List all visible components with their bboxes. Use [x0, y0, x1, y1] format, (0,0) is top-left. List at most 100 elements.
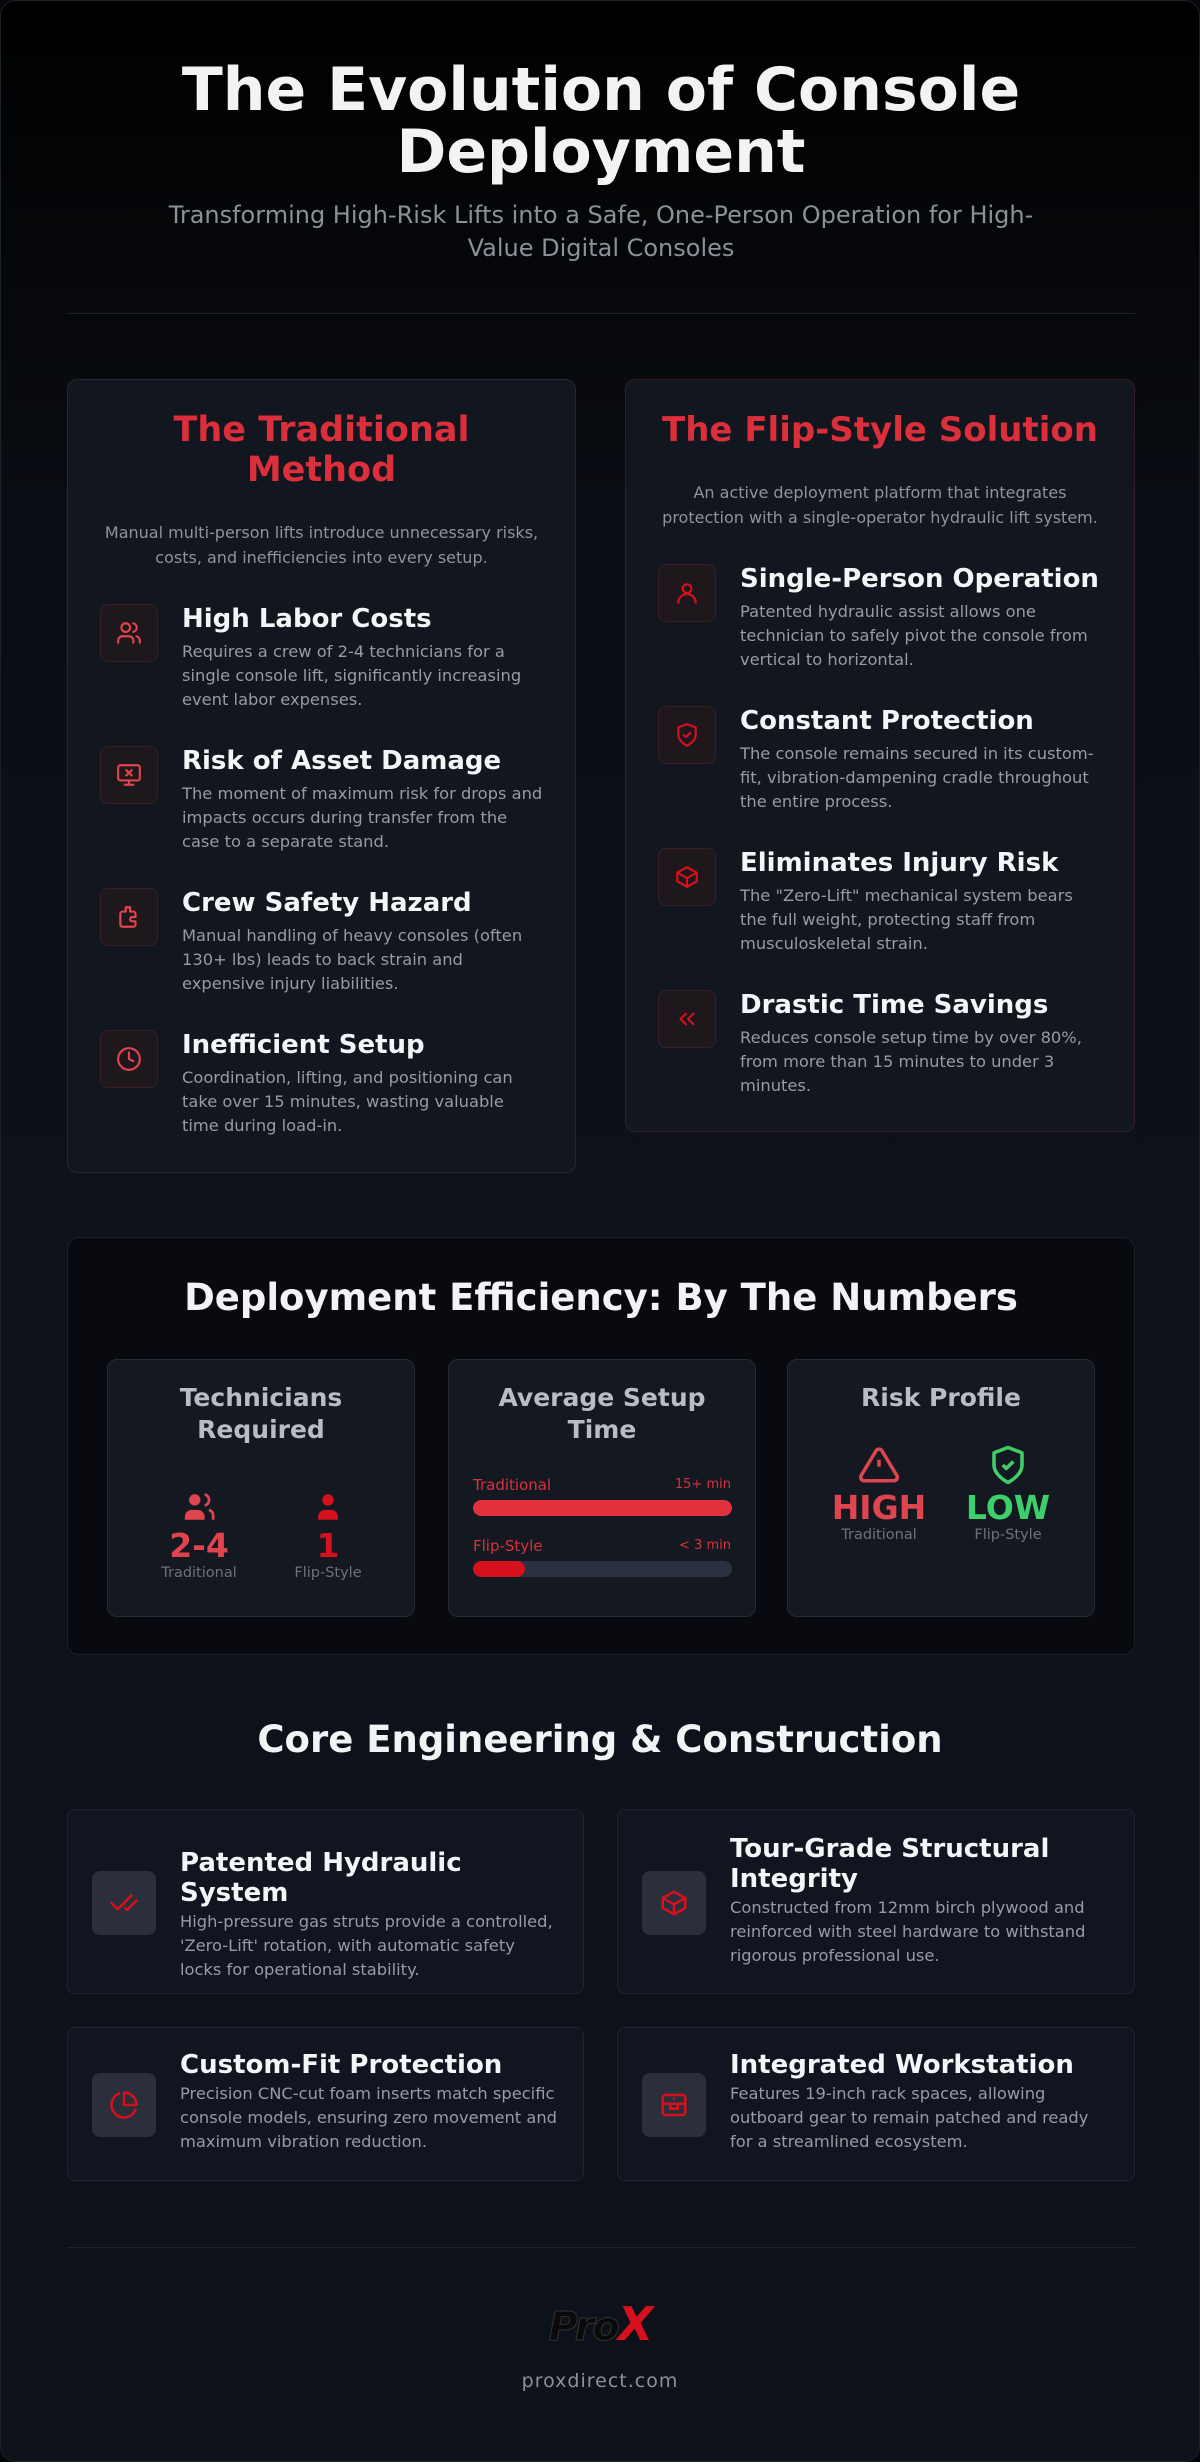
feature-item: Crew Safety Hazard Manual handling of hea…	[100, 888, 543, 996]
stat-column: HIGH Traditional	[819, 1444, 939, 1544]
icon-box	[642, 1870, 706, 1935]
stat-value: HIGH	[831, 1488, 927, 1527]
core-title: Custom-Fit Protection	[180, 2050, 503, 2080]
risk-card: Risk Profile HIGH Traditional LOW Flip-S…	[787, 1359, 1095, 1617]
stat-label: Traditional	[161, 1565, 237, 1581]
feature-item: High Labor Costs Requires a crew of 2-4 t…	[100, 604, 543, 712]
bar	[473, 1500, 732, 1516]
icon-shape	[676, 871, 698, 888]
feature-item: Eliminates Injury Risk The "Zero-Lift" me…	[658, 848, 1102, 956]
feature-title: Drastic Time Savings	[740, 990, 1049, 1020]
stat-label: Flip-Style	[974, 1527, 1042, 1543]
feature-title: Inefficient Setup	[182, 1030, 425, 1060]
icon-shape	[676, 866, 698, 888]
feature-item: Inefficient Setup Coordination, lifting, …	[100, 1030, 543, 1138]
icon-shape	[117, 622, 141, 644]
feature-text: Crew Safety Hazard Manual handling of hea…	[182, 888, 543, 996]
icon	[318, 1494, 338, 1520]
bar-track	[473, 1500, 732, 1516]
card-intro: An active deployment platform that integ…	[662, 483, 1098, 527]
stat-title: Average Setup Time	[498, 1383, 706, 1444]
icon-box	[658, 990, 716, 1048]
icon-shape	[661, 1890, 687, 1915]
core-card: Tour-Grade Structural Integrity Construct…	[617, 1809, 1135, 1994]
icon-shape	[858, 1447, 900, 1483]
title: The Evolution of Console Deployment	[181, 55, 1021, 187]
icon-box	[100, 604, 158, 662]
icon-shape	[677, 583, 697, 604]
bar-value-label: 15+ min	[674, 1477, 731, 1492]
bar	[473, 1561, 525, 1577]
icon-shape	[676, 866, 698, 888]
feature-desc: The moment of maximum risk for drops and…	[182, 784, 543, 851]
icon-shape	[679, 1012, 695, 1026]
stat-title: Technicians Required	[179, 1383, 343, 1444]
core-desc: Features 19-inch rack spaces, allowing o…	[730, 2084, 1089, 2151]
stat-column: 1 Flip-Style	[268, 1490, 388, 1582]
feature-text: Drastic Time Savings Reduces console setu…	[740, 990, 1102, 1098]
icon-shape	[110, 1893, 138, 1911]
bar-track	[473, 1561, 732, 1577]
icon-shape	[677, 723, 697, 747]
card-title: The Traditional Method	[173, 410, 470, 490]
icon-box	[100, 1030, 158, 1088]
stat-value: 1	[316, 1526, 340, 1565]
icon-shape	[677, 723, 697, 747]
feature-item: Drastic Time Savings Reduces console setu…	[658, 990, 1102, 1098]
icon-shape	[110, 2092, 137, 2119]
section-title: Core Engineering & Construction	[257, 1718, 943, 1761]
core-desc: Precision CNC-cut foam inserts match spe…	[180, 2084, 557, 2151]
logo-mark: X	[617, 2297, 653, 2351]
icon-shape	[132, 622, 141, 644]
core-text: Custom-Fit Protection Precision CNC-cut f…	[180, 2050, 561, 2154]
icon-box	[658, 706, 716, 764]
icon	[184, 1493, 215, 1520]
section-title: Deployment Efficiency: By The Numbers	[184, 1276, 1018, 1319]
divider	[67, 313, 1135, 314]
logo: ProX	[1, 2297, 1199, 2351]
feature-desc: Patented hydraulic assist allows one tec…	[740, 602, 1088, 669]
icon-shape	[682, 731, 692, 739]
feature-title: Risk of Asset Damage	[182, 746, 502, 776]
core-desc: Constructed from 12mm birch plywood and …	[730, 1898, 1086, 1965]
stat-column: LOW Flip-Style	[948, 1444, 1068, 1544]
feature-title: Eliminates Injury Risk	[740, 848, 1059, 878]
icon-box	[92, 1870, 156, 1935]
feature-desc: The "Zero-Lift" mechanical system bears …	[740, 886, 1073, 953]
feature-text: Inefficient Setup Coordination, lifting, …	[182, 1030, 543, 1138]
feature-item: Constant Protection The console remains s…	[658, 706, 1102, 814]
icon-shape	[117, 635, 135, 644]
icon-shape	[661, 2093, 687, 2117]
feature-text: Constant Protection The console remains s…	[740, 706, 1102, 814]
setup-card: Average Setup Time Traditional 15+ min Fli…	[448, 1359, 756, 1617]
core-card: Integrated Workstation Features 19-inch r…	[617, 2027, 1135, 2181]
icon-shape	[117, 1047, 141, 1071]
stat-column: 2-4 Traditional	[139, 1490, 259, 1582]
core-card: Custom-Fit Protection Precision CNC-cut f…	[67, 2027, 584, 2181]
feature-desc: Manual handling of heavy consoles (often…	[182, 926, 523, 993]
core-title: Integrated Workstation	[730, 2050, 1074, 2080]
icon-shape	[318, 1509, 338, 1520]
subtitle: Transforming High-Risk Lifts into a Safe…	[168, 201, 1034, 262]
icon-shape	[661, 2097, 687, 2110]
icon-box	[642, 2073, 706, 2137]
core-text: Integrated Workstation Features 19-inch r…	[730, 2050, 1112, 2154]
core-title: Tour-Grade Structural Integrity	[730, 1834, 1050, 1894]
icon-shape	[123, 769, 135, 786]
feature-title: Crew Safety Hazard	[182, 888, 472, 918]
card-title: The Flip-Style Solution	[662, 410, 1098, 450]
logo-text: Pro	[548, 2304, 620, 2351]
icon-shape	[117, 1047, 141, 1071]
icon-box	[658, 564, 716, 622]
flip-card: The Flip-Style Solution An active deploy…	[625, 379, 1135, 1132]
core-text: Patented Hydraulic System High-pressure g…	[180, 1848, 561, 1982]
stat-label: Traditional	[841, 1527, 917, 1543]
stat-label: Flip-Style	[294, 1565, 362, 1581]
card-intro: Manual multi-person lifts introduce unne…	[104, 523, 539, 567]
icon	[858, 1447, 900, 1483]
icon-shape	[992, 1445, 1024, 1485]
icon-shape	[322, 1494, 334, 1506]
